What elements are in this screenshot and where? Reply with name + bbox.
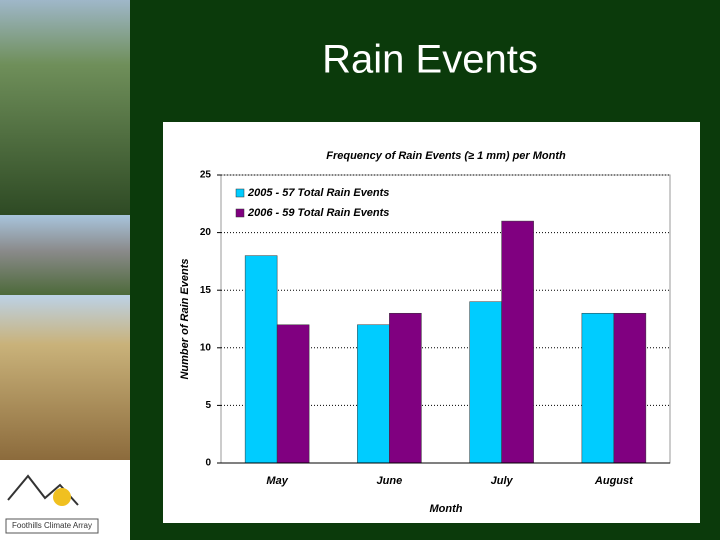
y-axis-label: Number of Rain Events [179, 258, 191, 379]
bar [389, 312, 422, 464]
x-axis-label: Month [430, 503, 463, 515]
bar [469, 301, 502, 464]
legend-swatch [235, 208, 245, 218]
y-tick-label: 0 [205, 458, 211, 469]
slide-title: Rain Events [322, 38, 538, 82]
x-tick-label: August [594, 475, 634, 487]
x-tick-label: June [377, 475, 403, 487]
logo-sun [53, 488, 71, 506]
y-tick-label: 10 [200, 342, 212, 353]
chart-title: Frequency of Rain Events (≥ 1 mm) per Mo… [326, 150, 566, 162]
y-tick-label: 25 [200, 170, 212, 181]
bar [581, 312, 615, 464]
legend-label: 2006 - 59 Total Rain Events [247, 207, 389, 219]
x-tick-label: May [266, 475, 288, 487]
bar [501, 220, 534, 464]
bar [276, 324, 310, 464]
y-tick-label: 20 [200, 227, 212, 238]
bar [357, 324, 390, 464]
x-tick-label: July [491, 475, 514, 487]
bar [613, 312, 647, 464]
photo [0, 0, 130, 215]
logo-text: Foothills Climate Array [12, 521, 92, 530]
y-tick-label: 5 [205, 400, 211, 411]
bar [244, 255, 278, 464]
y-tick-label: 15 [200, 285, 212, 296]
logo-frame [5, 518, 99, 534]
legend-swatch [235, 188, 245, 198]
legend-label: 2005 - 57 Total Rain Events [247, 187, 389, 199]
photo [0, 215, 130, 295]
photo [0, 295, 130, 460]
